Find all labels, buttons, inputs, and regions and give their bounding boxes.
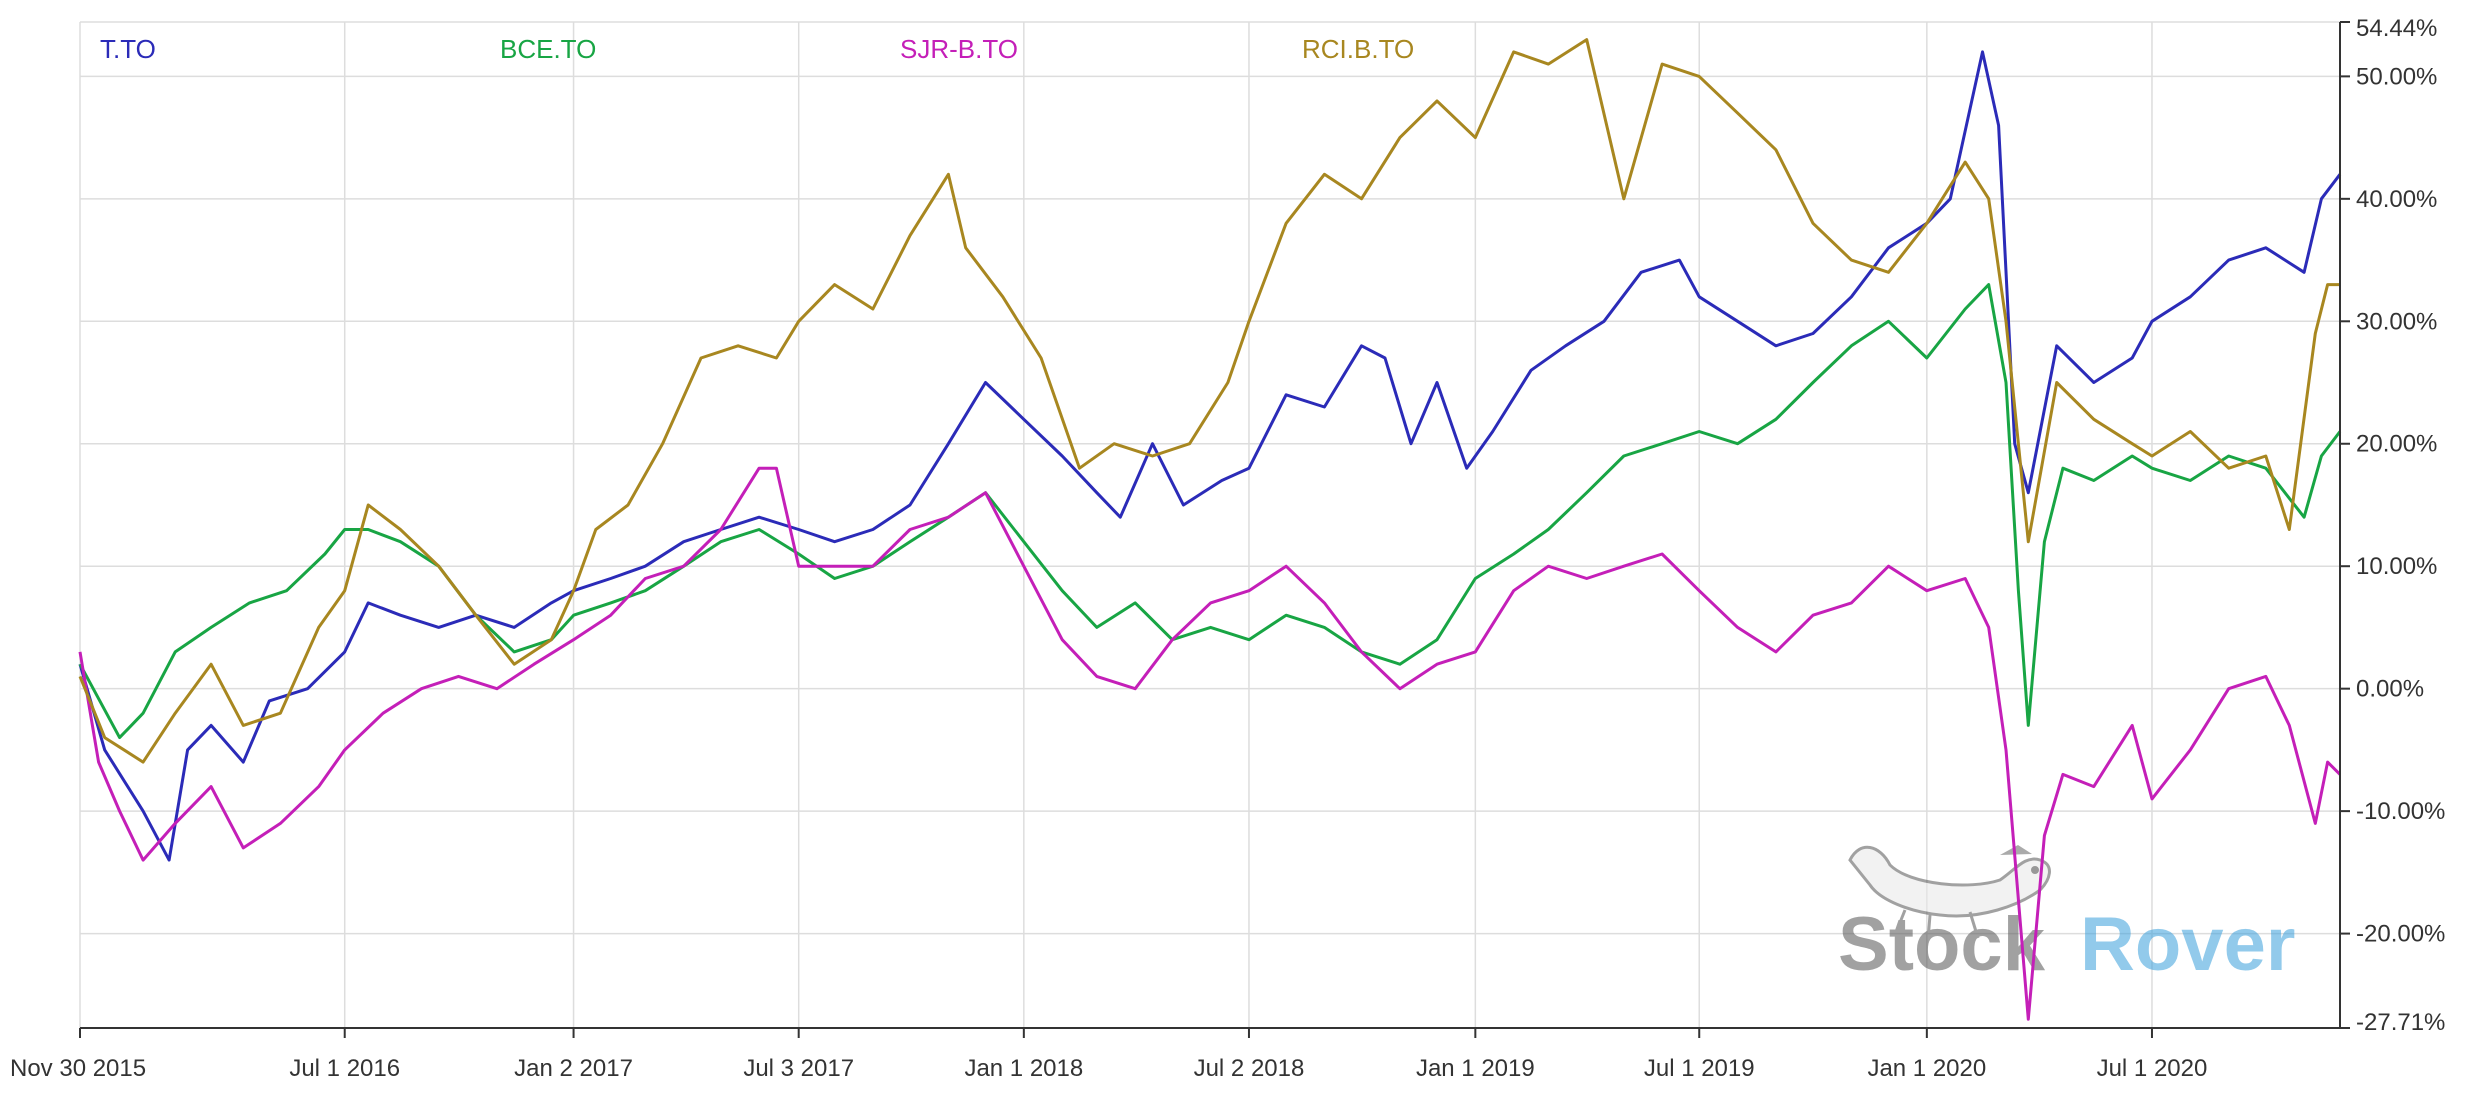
x-tick-label: Jan 1 2020 (1867, 1055, 1986, 1082)
series-line-sjr-b-to (78, 466, 2342, 1021)
y-tick-label: -10.00% (2356, 798, 2445, 825)
legend-item-rci-b-to: RCI.B.TO (1302, 34, 1414, 64)
watermark-stock-text: Stock (1838, 902, 2046, 987)
legend-item-t-to: T.TO (100, 34, 156, 64)
x-tick-label: Nov 30 2015 (10, 1055, 146, 1082)
y-tick-label: 10.00% (2356, 553, 2437, 580)
y-tick-label: 54.44% (2356, 15, 2437, 42)
legend-item-sjr-b-to: SJR-B.TO (900, 34, 1018, 64)
x-tick-label: Jul 1 2016 (289, 1055, 400, 1082)
x-tick-label: Jul 1 2020 (2097, 1055, 2208, 1082)
stockrover-watermark: Stock Rover (1838, 845, 2295, 987)
y-tick-label: 0.00% (2356, 676, 2424, 703)
x-tick-label: Jul 2 2018 (1194, 1055, 1305, 1082)
y-tick-label: 20.00% (2356, 431, 2437, 458)
x-tick-label: Jan 1 2018 (964, 1055, 1083, 1082)
x-tick-label: Jan 2 2017 (514, 1055, 633, 1082)
x-tick-label: Jan 1 2019 (1416, 1055, 1535, 1082)
dog-icon (1848, 845, 2051, 941)
x-tick-label: Jul 1 2019 (1644, 1055, 1755, 1082)
legend: T.TO BCE.TO SJR-B.TO RCI.B.TO (100, 34, 1414, 64)
y-tick-label: -20.00% (2356, 921, 2445, 948)
x-tick-label: Jul 3 2017 (743, 1055, 854, 1082)
y-tick-label: 40.00% (2356, 186, 2437, 213)
axes: Nov 30 2015 Jul 1 2016 Jan 2 2017 Jul 3 201… (10, 15, 2445, 1082)
watermark-rover-text: Rover (2080, 902, 2295, 987)
series-line-rci-b-to (78, 38, 2340, 764)
series-line-t-to (78, 50, 2342, 862)
y-tick-label: 50.00% (2356, 63, 2437, 90)
series-lines (78, 38, 2342, 1021)
y-tick-label: 30.00% (2356, 308, 2437, 335)
y-tick-label: -27.71% (2356, 1009, 2445, 1036)
legend-item-bce-to: BCE.TO (500, 34, 596, 64)
